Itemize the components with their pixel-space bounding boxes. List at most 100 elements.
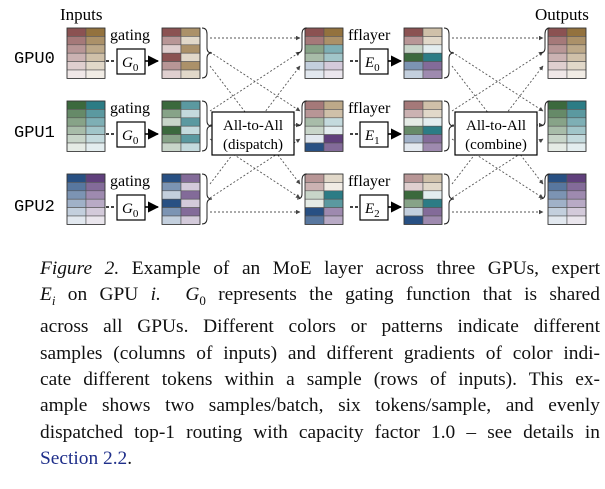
gated-grid-gpu2-cell: [161, 173, 182, 183]
dispatched-grid-gpu1-cell: [304, 100, 325, 110]
gated-grid-gpu2-cell: [180, 207, 201, 217]
output-grid-gpu0-cell: [547, 44, 568, 54]
gated-grid-gpu1-cell: [180, 125, 201, 135]
moe-diagram: Inputs Outputs GPU0 GPU1 GPU2 gating gat…: [14, 5, 589, 225]
expert-output-grid-gpu1-cell: [422, 109, 443, 119]
gated-grid-gpu1-cell: [180, 142, 201, 152]
expert-output-grid-gpu0-frame: [403, 27, 443, 79]
output-grid-gpu2-cell: [547, 190, 568, 200]
svg-text:G0: G0: [122, 201, 139, 220]
section-link[interactable]: Section 2.2: [40, 447, 128, 469]
fflayer-label-gpu2: fflayer: [348, 173, 391, 190]
dispatched-grid-gpu2-cell: [304, 190, 325, 200]
svg-text:E0: E0: [364, 55, 380, 74]
dispatched-grid-gpu1-cell: [323, 109, 344, 119]
caption-line-6: ample shows two samples/batch, six token…: [40, 395, 600, 417]
output-grid-gpu1-cell: [547, 134, 568, 144]
fflayer-label-gpu1: fflayer: [348, 100, 391, 117]
input-grid-gpu2-cell: [66, 173, 87, 183]
output-grid-gpu2-cell: [547, 207, 568, 217]
input-grid-gpu1-cell: [85, 117, 106, 127]
input-grid-gpu2-cell: [66, 190, 87, 200]
dispatched-grid-gpu2-cell: [323, 207, 344, 217]
expert-output-grid-gpu2-frame: [403, 173, 443, 225]
gated-grid-gpu1-cell: [161, 109, 182, 119]
caption-text-2: represents the gating function that is s…: [218, 284, 600, 306]
expert-output-grid-gpu0-cell: [403, 61, 424, 71]
gated-grid-gpu2-cell: [161, 198, 182, 208]
gated-grid-gpu2-cell: [161, 190, 182, 200]
output-grid-gpu0-cell: [566, 61, 587, 71]
gate-box-gpu0: G0: [116, 48, 146, 75]
gpu0-label: GPU0: [14, 50, 55, 69]
dispatched-grid-gpu1-cell: [304, 125, 325, 135]
output-grid-gpu0-frame: [547, 27, 587, 79]
math-e: E: [40, 284, 52, 306]
gated-grid-gpu2-cell: [180, 198, 201, 208]
expert-output-grid-gpu2-cell: [403, 173, 424, 183]
expert-output-grid-gpu0-cell: [403, 36, 424, 46]
input-grid-gpu2-cell: [85, 190, 106, 200]
dispatched-grid-gpu1-cell: [304, 142, 325, 152]
expert-output-grid-gpu1-cell: [422, 100, 443, 110]
expert-output-grid-gpu0-cell: [422, 52, 443, 62]
output-grid-gpu2-cell: [547, 173, 568, 183]
expert-output-grid-gpu2-cell: [422, 190, 443, 200]
dispatched-grid-gpu0-cell: [304, 44, 325, 54]
gated-grid-gpu1-cell: [161, 125, 182, 135]
gate-fn-gpu2: G: [122, 201, 133, 217]
input-grid-gpu1-cell: [66, 142, 87, 152]
expert-output-grid-gpu1-cell: [403, 117, 424, 127]
gate-box-gpu2: G0: [116, 194, 146, 221]
caption-line-7: dispatched top-1 routing with capacity f…: [40, 421, 600, 443]
output-grid-gpu1-cell: [566, 142, 587, 152]
math-i-sub: i: [51, 293, 56, 309]
gate-sub-gpu2: 0: [133, 208, 139, 220]
expert-output-grid-gpu0-cell: [422, 36, 443, 46]
dispatched-grid-gpu1-cell: [323, 117, 344, 127]
output-grid-gpu2-cell: [566, 198, 587, 208]
input-grid-gpu2-cell: [85, 182, 106, 192]
expert-box-gpu1: E1: [359, 121, 389, 148]
brace-expert-out-gpu1: [443, 100, 455, 152]
expert-output-grid-gpu0-cell: [403, 27, 424, 37]
output-grid-gpu0-cell: [566, 52, 587, 62]
gated-grid-gpu0-cell: [161, 27, 182, 37]
output-grid-gpu2-cell: [566, 182, 587, 192]
output-grid-gpu2-cell: [547, 182, 568, 192]
input-grid-gpu1-cell: [66, 134, 87, 144]
output-grid-gpu1-cell: [566, 125, 587, 135]
output-grid-gpu2-cell: [566, 190, 587, 200]
svg-text:E2: E2: [364, 201, 380, 220]
output-grid-gpu1-cell: [547, 109, 568, 119]
dispatched-grid-gpu2-cell: [323, 190, 344, 200]
all-to-all-dispatch-line1: All-to-All: [223, 118, 283, 134]
dispatched-grid-gpu0-cell: [304, 61, 325, 71]
expert-output-grid-gpu2-cell: [403, 182, 424, 192]
expert-sub-gpu2: 2: [374, 208, 380, 220]
expert-output-grid-gpu2-cell: [403, 198, 424, 208]
caption-line-1: Figure 2. Example of an MoE layer across…: [40, 256, 600, 282]
brace-dispatch-in-gpu1: [296, 100, 308, 127]
brace-gated-gpu2: [201, 173, 213, 225]
output-grid-gpu1-cell: [566, 109, 587, 119]
output-grid-gpu1-cell: [566, 100, 587, 110]
gated-grid-gpu0-cell: [180, 61, 201, 71]
dispatched-grid-gpu2-cell: [304, 173, 325, 183]
input-grid-gpu1-cell: [85, 142, 106, 152]
input-grid-gpu1-cell: [66, 100, 87, 110]
expert-output-grid-gpu1-cell: [403, 125, 424, 135]
output-grid-gpu2-cell: [566, 173, 587, 183]
output-grid-gpu0-cell: [547, 52, 568, 62]
input-grid-gpu1-cell: [66, 117, 87, 127]
gated-grid-gpu1-cell: [180, 109, 201, 119]
caption-gpu-i: i.: [150, 284, 161, 306]
dispatched-grid-gpu0-cell: [323, 69, 344, 79]
dispatched-grid-gpu1-cell: [304, 134, 325, 144]
input-grid-gpu1-cell: [66, 125, 87, 135]
input-grid-gpu0-cell: [85, 44, 106, 54]
output-grid-gpu1-cell: [547, 117, 568, 127]
input-grid-gpu2-cell: [85, 215, 106, 225]
gated-grid-gpu2-cell: [180, 215, 201, 225]
gated-grid-gpu0-cell: [180, 36, 201, 46]
